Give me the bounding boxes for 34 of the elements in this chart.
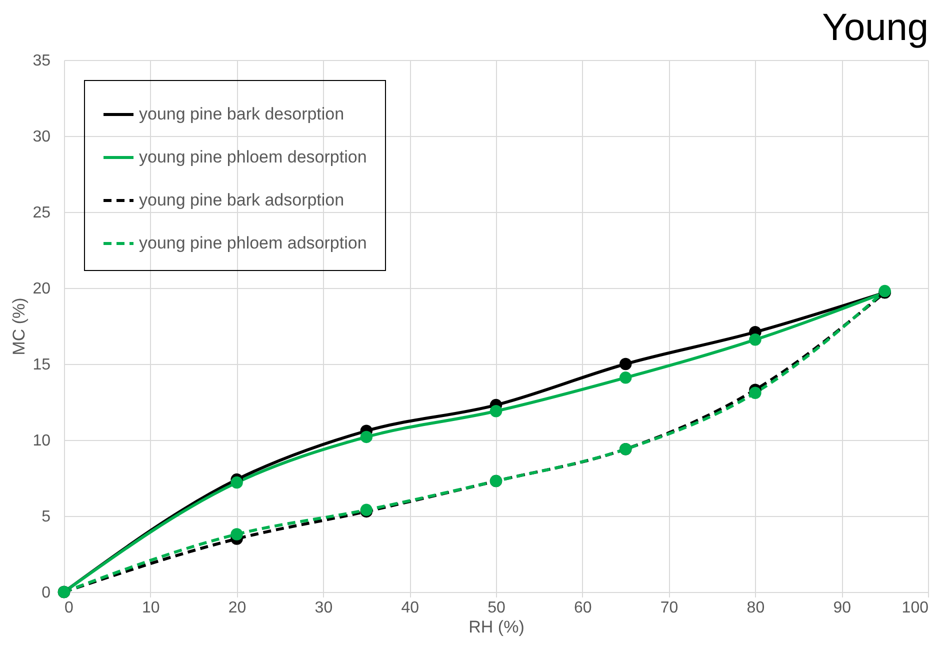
x-tick-label: 0 [64, 600, 74, 616]
x-tick-label: 40 [401, 600, 420, 616]
point [230, 476, 243, 489]
y-tick-label: 5 [42, 508, 51, 526]
y-tick-label: 10 [32, 432, 51, 450]
point [619, 358, 632, 370]
legend-label: young pine phloem desorption [139, 148, 367, 166]
point [360, 430, 373, 444]
point [230, 528, 243, 540]
legend-label: young pine bark desorption [139, 104, 344, 124]
point [749, 386, 762, 399]
x-axis-title: RH (%) [468, 618, 524, 636]
x-tick-label: 80 [746, 600, 765, 616]
point [619, 372, 632, 384]
x-tick-label: 30 [314, 600, 333, 616]
x-tick-label: 50 [488, 600, 506, 616]
x-tick-label: 100 [902, 600, 929, 616]
legend-label: young pine phloem adsorption [139, 234, 367, 252]
x-tick-label: 70 [660, 600, 678, 616]
y-tick-label: 20 [32, 280, 51, 298]
y-tick-label: 15 [32, 356, 51, 374]
x-tick-label: 90 [833, 600, 852, 616]
x-tick-label: 60 [574, 600, 592, 616]
legend-label: young pine bark adsorption [139, 190, 344, 210]
y-tick-label: 35 [32, 52, 51, 70]
y-tick-label: 30 [32, 128, 51, 146]
y-axis-title: MC (%) [10, 298, 29, 356]
point [490, 405, 502, 418]
y-tick-label: 25 [32, 204, 51, 222]
x-tick-label: 10 [142, 600, 160, 616]
x-tick-label: 20 [228, 600, 246, 616]
y-tick-label: 0 [42, 584, 51, 602]
chart-title: Young [822, 7, 928, 49]
point [749, 334, 762, 346]
